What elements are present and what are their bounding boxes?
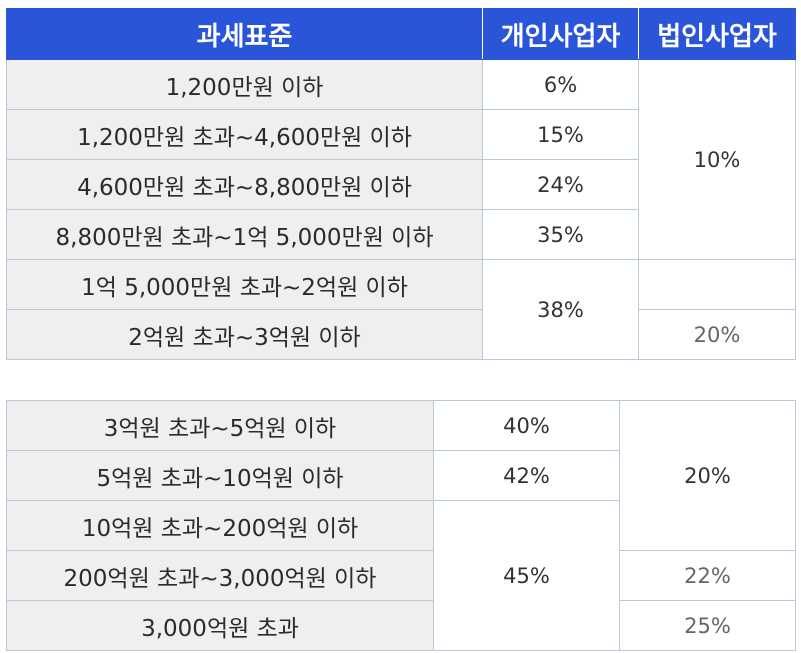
tax-rate-table-2: 3억원 초과~5억원 이하 40% 20% 5억원 초과~10억원 이하 42%… — [6, 400, 796, 651]
individual-rate-cell: 24% — [482, 159, 639, 210]
bracket-cell: 3,000억원 초과 — [6, 600, 434, 651]
corporate-rate-cell: 22% — [619, 550, 796, 601]
table-row: 8,800만원 초과~1억 5,000만원 이하 35% — [6, 209, 796, 260]
bracket-cell: 2억원 초과~3억원 이하 — [6, 309, 483, 360]
bracket-cell: 10억원 초과~200억원 이하 — [6, 500, 434, 551]
table-row: 5억원 초과~10억원 이하 42% — [6, 450, 796, 501]
individual-rate-cell: 42% — [433, 450, 620, 501]
bracket-cell: 3억원 초과~5억원 이하 — [6, 400, 434, 451]
table-row: 1,200만원 초과~4,600만원 이하 15% — [6, 109, 796, 160]
corporate-rate-cell-empty — [638, 259, 796, 310]
header-corporate: 법인사업자 — [638, 8, 796, 60]
table-header-row: 과세표준 개인사업자 법인사업자 — [6, 8, 796, 60]
table-row: 200억원 초과~3,000억원 이하 22% — [6, 550, 796, 601]
bracket-cell: 5억원 초과~10억원 이하 — [6, 450, 434, 501]
individual-rate-cell: 15% — [482, 109, 639, 160]
individual-rate-cell: 6% — [482, 59, 639, 110]
individual-rate-cell: 45% — [433, 500, 620, 651]
table-row: 1,200만원 이하 6% 10% — [6, 59, 796, 260]
table-row: 3억원 초과~5억원 이하 40% 20% — [6, 400, 796, 551]
bracket-cell: 1억 5,000만원 초과~2억원 이하 — [6, 259, 483, 310]
table-row: 10억원 초과~200억원 이하 45% — [6, 500, 796, 651]
header-individual: 개인사업자 — [482, 8, 639, 60]
header-tax-base: 과세표준 — [6, 8, 483, 60]
table-row: 2억원 초과~3억원 이하 20% — [6, 309, 796, 360]
bracket-cell: 8,800만원 초과~1억 5,000만원 이하 — [6, 209, 483, 260]
table-row: 3,000억원 초과 25% — [6, 600, 796, 651]
individual-rate-cell: 40% — [433, 400, 620, 451]
bracket-cell: 1,200만원 이하 — [6, 59, 483, 110]
corporate-rate-cell: 10% — [638, 59, 796, 260]
corporate-rate-cell: 25% — [619, 600, 796, 651]
individual-rate-cell: 35% — [482, 209, 639, 260]
bracket-cell: 200억원 초과~3,000억원 이하 — [6, 550, 434, 601]
table-row: 1억 5,000만원 초과~2억원 이하 38% — [6, 259, 796, 360]
bracket-cell: 4,600만원 초과~8,800만원 이하 — [6, 159, 483, 210]
corporate-rate-cell: 20% — [638, 309, 796, 360]
corporate-rate-cell: 20% — [619, 400, 796, 551]
bracket-cell: 1,200만원 초과~4,600만원 이하 — [6, 109, 483, 160]
tax-rate-table-1: 과세표준 개인사업자 법인사업자 1,200만원 이하 6% 10% 1,200… — [6, 8, 796, 360]
individual-rate-cell: 38% — [482, 259, 639, 360]
